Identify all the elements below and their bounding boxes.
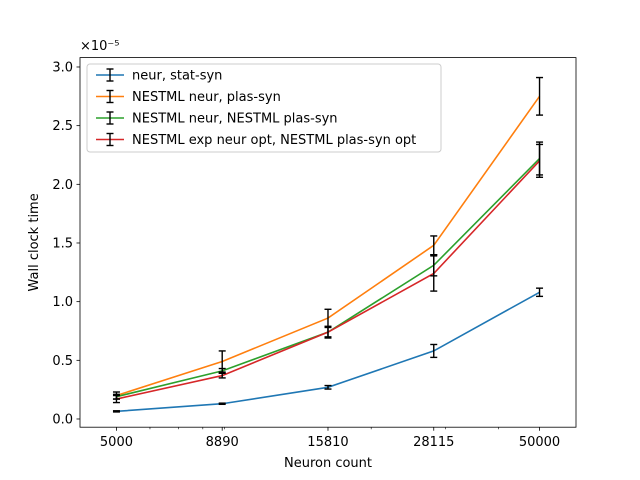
x-tick-label: 8890: [206, 435, 239, 450]
x-tick-label: 28115: [413, 435, 454, 450]
x-axis: 5000 8890 15810 28115 50000: [100, 427, 560, 450]
error-bars: [112, 287, 544, 413]
y-axis-label: Wall clock time: [27, 193, 42, 291]
x-axis-label: Neuron count: [284, 456, 372, 471]
x-tick-label: 15810: [307, 435, 348, 450]
legend: neur, stat-syn NESTML neur, plas-syn NESTM…: [86, 63, 442, 153]
y-tick-label: 2.0: [52, 178, 73, 193]
series-layer: [112, 76, 544, 413]
y-tick-label: 1.5: [52, 236, 73, 251]
y-offset-label: ×10⁻⁵: [80, 39, 120, 54]
legend-label: NESTML neur, plas-syn: [132, 90, 281, 105]
y-tick-label: 3.0: [52, 60, 73, 75]
y-tick-label: 0.5: [52, 354, 73, 369]
x-tick-label: 5000: [100, 435, 133, 450]
y-tick-label: 1.0: [52, 295, 73, 310]
legend-box: [86, 63, 442, 153]
legend-label: NESTML exp neur opt, NESTML plas-syn opt: [132, 133, 416, 148]
y-tick-label: 2.5: [52, 119, 73, 134]
y-tick-label: 0.0: [52, 412, 73, 427]
error-bars: [112, 143, 544, 404]
legend-label: NESTML neur, NESTML plas-syn: [132, 112, 338, 127]
y-axis: 0.0 0.5 1.0 1.5 2.0 2.5 3.0: [52, 60, 80, 427]
x-tick-label: 50000: [519, 435, 560, 450]
legend-label: neur, stat-syn: [132, 69, 222, 84]
